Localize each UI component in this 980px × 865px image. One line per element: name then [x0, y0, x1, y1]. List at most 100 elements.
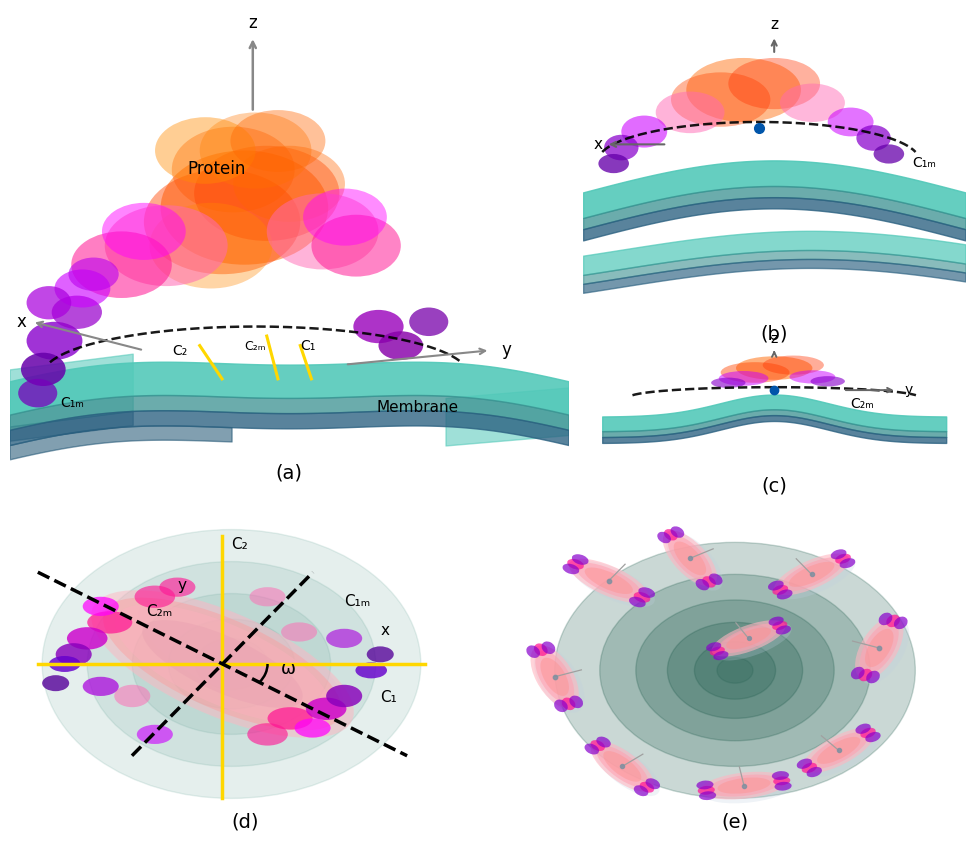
Ellipse shape: [699, 791, 716, 800]
Ellipse shape: [142, 620, 303, 708]
Circle shape: [87, 561, 375, 766]
Ellipse shape: [567, 559, 584, 569]
Ellipse shape: [668, 535, 711, 581]
Circle shape: [717, 657, 753, 683]
Ellipse shape: [666, 533, 723, 591]
Ellipse shape: [736, 356, 812, 380]
Text: Protein: Protein: [187, 160, 246, 178]
Ellipse shape: [774, 554, 850, 595]
Ellipse shape: [137, 725, 172, 744]
Text: (c): (c): [761, 477, 787, 496]
Ellipse shape: [762, 356, 824, 375]
Text: x: x: [594, 137, 603, 152]
Ellipse shape: [155, 117, 256, 183]
Ellipse shape: [802, 763, 817, 773]
Ellipse shape: [42, 676, 70, 691]
Ellipse shape: [640, 782, 655, 792]
Ellipse shape: [604, 135, 639, 160]
Ellipse shape: [52, 296, 102, 329]
Circle shape: [132, 593, 330, 734]
Ellipse shape: [803, 728, 874, 772]
Ellipse shape: [594, 743, 660, 796]
Text: C₂: C₂: [231, 537, 248, 552]
Ellipse shape: [306, 697, 347, 720]
Ellipse shape: [858, 618, 909, 684]
Ellipse shape: [840, 558, 856, 568]
Ellipse shape: [530, 645, 579, 708]
Ellipse shape: [713, 651, 728, 660]
Ellipse shape: [714, 623, 792, 661]
Text: z: z: [770, 17, 778, 32]
Ellipse shape: [856, 617, 904, 679]
Ellipse shape: [590, 740, 605, 751]
Text: (d): (d): [231, 812, 259, 831]
Ellipse shape: [711, 620, 785, 657]
Text: y: y: [177, 579, 186, 593]
Ellipse shape: [115, 685, 150, 708]
Circle shape: [695, 642, 775, 699]
Text: C₁ₘ: C₁ₘ: [60, 396, 84, 410]
Ellipse shape: [780, 84, 845, 122]
Text: Membrane: Membrane: [376, 400, 459, 415]
Text: C₁: C₁: [300, 339, 316, 353]
Ellipse shape: [768, 580, 784, 591]
Ellipse shape: [535, 650, 574, 702]
Ellipse shape: [726, 627, 771, 650]
Ellipse shape: [697, 780, 713, 790]
Circle shape: [667, 623, 803, 718]
Ellipse shape: [835, 554, 851, 564]
Circle shape: [600, 574, 870, 766]
Ellipse shape: [663, 529, 677, 541]
Ellipse shape: [569, 695, 583, 708]
Ellipse shape: [781, 557, 843, 592]
Ellipse shape: [149, 203, 272, 289]
Ellipse shape: [866, 670, 880, 683]
Text: z: z: [770, 332, 778, 346]
Ellipse shape: [540, 657, 569, 696]
Ellipse shape: [656, 92, 724, 133]
Text: C₂ₘ: C₂ₘ: [146, 604, 172, 619]
Text: C₁: C₁: [380, 690, 397, 705]
Ellipse shape: [82, 676, 119, 696]
Ellipse shape: [604, 751, 641, 782]
Text: C₂ₘ: C₂ₘ: [244, 340, 266, 353]
Ellipse shape: [772, 585, 788, 595]
Text: x: x: [16, 313, 25, 330]
Ellipse shape: [194, 145, 339, 241]
Ellipse shape: [534, 647, 584, 713]
Ellipse shape: [233, 145, 345, 221]
Ellipse shape: [268, 708, 313, 729]
Ellipse shape: [534, 644, 548, 656]
Ellipse shape: [26, 286, 72, 319]
Ellipse shape: [851, 667, 864, 679]
Ellipse shape: [161, 151, 328, 265]
Ellipse shape: [701, 772, 788, 799]
Ellipse shape: [828, 107, 873, 137]
Ellipse shape: [200, 112, 312, 189]
Ellipse shape: [894, 617, 907, 629]
Ellipse shape: [230, 110, 325, 172]
Ellipse shape: [597, 746, 648, 787]
Ellipse shape: [857, 125, 891, 151]
Ellipse shape: [806, 730, 880, 777]
Ellipse shape: [777, 556, 856, 599]
Ellipse shape: [281, 623, 318, 642]
Ellipse shape: [326, 685, 363, 708]
Text: C₂ₘ: C₂ₘ: [851, 397, 874, 411]
Ellipse shape: [356, 663, 387, 678]
Ellipse shape: [410, 307, 448, 336]
Ellipse shape: [247, 723, 288, 746]
Ellipse shape: [774, 782, 792, 791]
Ellipse shape: [768, 617, 784, 625]
Ellipse shape: [629, 597, 646, 607]
Ellipse shape: [686, 58, 801, 122]
Ellipse shape: [160, 578, 195, 597]
Ellipse shape: [367, 646, 394, 663]
Ellipse shape: [21, 353, 66, 386]
Ellipse shape: [856, 724, 871, 734]
Text: C₁ₘ: C₁ₘ: [911, 156, 936, 170]
Ellipse shape: [634, 592, 651, 603]
Ellipse shape: [865, 629, 894, 667]
Ellipse shape: [638, 587, 655, 598]
Ellipse shape: [56, 644, 92, 665]
